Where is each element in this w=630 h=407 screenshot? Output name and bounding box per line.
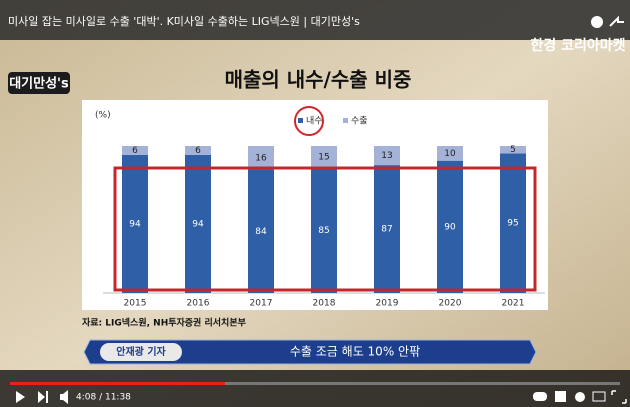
- share-icon[interactable]: [609, 15, 624, 27]
- bar-segment: [374, 146, 400, 166]
- caption-banner: [83, 339, 537, 365]
- value-label: 85: [318, 226, 329, 236]
- value-label: 87: [381, 225, 392, 235]
- play-button[interactable]: [16, 391, 25, 403]
- value-label: 6: [195, 146, 201, 156]
- x-tick-label: 2019: [376, 299, 399, 309]
- reporter-pill: [100, 343, 182, 361]
- value-label: 94: [192, 219, 204, 229]
- value-label: 15: [318, 153, 329, 163]
- chart-title: 매출의 내수/수출 비중: [225, 68, 412, 92]
- x-tick-label: 2021: [502, 299, 525, 309]
- legend-label: 내수: [306, 116, 323, 127]
- progress-track[interactable]: [10, 382, 620, 385]
- value-label: 94: [129, 219, 141, 229]
- time: 4:08 / 11:38: [76, 393, 131, 403]
- bar-segment: [185, 154, 211, 293]
- channel-logo: 대기만성's: [9, 76, 69, 92]
- value-label: 90: [444, 222, 456, 232]
- bar-segment: [500, 153, 526, 293]
- highlight-box: [113, 166, 537, 292]
- value-label: 6: [132, 146, 138, 156]
- value-label: 84: [255, 227, 267, 237]
- x-tick-label: 2018: [313, 299, 336, 309]
- fullscreen-button[interactable]: [611, 390, 627, 404]
- legend-swatch: [343, 118, 348, 123]
- miniplayer-button[interactable]: [592, 391, 606, 402]
- legend-label: 수출: [351, 116, 368, 127]
- unit-label: (%): [95, 111, 111, 121]
- top-bar: [0, 0, 630, 40]
- autoplay-toggle[interactable]: [533, 392, 547, 401]
- bar-segment: [185, 146, 211, 155]
- logo-box: [8, 72, 70, 94]
- value-label: 5: [510, 145, 516, 155]
- value-label: 13: [381, 151, 392, 161]
- bar-segment: [437, 160, 463, 293]
- bar-segment: [248, 146, 274, 170]
- bar-segment: [122, 154, 148, 293]
- clock-icon[interactable]: [591, 16, 603, 28]
- x-tick-label: 2020: [439, 299, 462, 309]
- bar-segment: [248, 169, 274, 293]
- captions-button[interactable]: [555, 391, 566, 402]
- controls-bar: [0, 370, 630, 407]
- bar-segment: [437, 146, 463, 161]
- bar-segment: [500, 146, 526, 154]
- video-title: 미사일 잡는 미사일로 수출 '대박'. K미사일 수출하는 LIG넥스원 | …: [8, 14, 360, 28]
- brand-logo: 한경 코리아마켓: [530, 37, 625, 54]
- reporter: 안재광 기자: [116, 345, 166, 358]
- bar-segment: [374, 165, 400, 293]
- x-tick-label: 2016: [187, 299, 210, 309]
- x-tick-label: 2015: [124, 299, 147, 309]
- value-label: 16: [255, 153, 267, 163]
- progress-played: [10, 382, 225, 385]
- legend-swatch: [298, 118, 303, 123]
- highlight-circle: [294, 106, 324, 136]
- bar-segment: [122, 146, 148, 155]
- next-button[interactable]: [38, 391, 48, 403]
- x-tick-label: 2017: [250, 299, 273, 309]
- source: 자료: LIG넥스원, NH투자증권 리서치본부: [82, 317, 246, 329]
- volume-button[interactable]: [60, 390, 68, 404]
- caption-text: 수출 조금 해도 10% 안팎: [290, 345, 420, 359]
- bar-segment: [311, 168, 337, 293]
- bar-segment: [311, 146, 337, 169]
- value-label: 95: [507, 219, 518, 229]
- chart: 내수 수출 2015 94 6 2016 94 6 2017 84 16 2018 85 15 2019 87…: [103, 116, 545, 309]
- value-label: 10: [444, 149, 456, 159]
- settings-button[interactable]: [575, 392, 585, 402]
